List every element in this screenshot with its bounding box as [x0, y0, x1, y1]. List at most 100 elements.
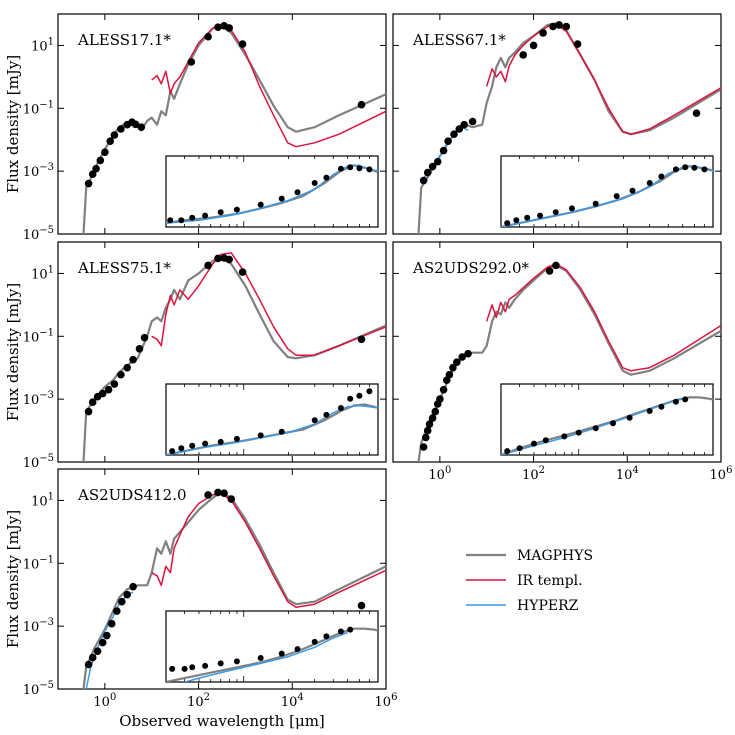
photometry-point — [545, 267, 554, 275]
photometry-point — [227, 495, 236, 503]
y-tick-label: 10−3 — [23, 390, 54, 408]
inset-photometry-point — [524, 214, 531, 221]
inset-photometry-point — [347, 395, 354, 402]
panel-frame — [57, 241, 387, 463]
inset-photometry-point — [294, 646, 301, 653]
photometry-point — [96, 156, 105, 165]
inset-photometry-point — [337, 165, 344, 172]
photometry-point — [455, 125, 464, 133]
y-tick-label: 10−3 — [23, 162, 54, 180]
panel-title: ALESS17.1* — [77, 31, 171, 49]
photometry-point — [468, 117, 477, 126]
photometry-point — [92, 164, 100, 173]
photometry-point — [204, 491, 212, 499]
inset-photometry-point — [337, 628, 344, 635]
photometry-point — [129, 582, 137, 591]
y-axis-label: Flux density [mJy] — [4, 510, 22, 648]
inset-photometry-point — [233, 658, 240, 665]
y-tick-label: 10−1 — [23, 554, 54, 572]
photometry-point — [214, 23, 222, 32]
inset-photometry-point — [552, 209, 559, 216]
photometry-point — [519, 51, 527, 59]
inset-photometry-point — [691, 164, 698, 171]
inset-hyperz-line — [166, 164, 378, 224]
inset-photometry-point — [672, 398, 679, 405]
photometry-point — [117, 370, 125, 379]
photometry-point — [423, 168, 432, 177]
inset-photometry-point — [531, 440, 537, 447]
panel-title: AS2UDS292.0* — [412, 259, 530, 277]
x-tick-label: 106 — [375, 692, 398, 710]
inset-photometry-point — [366, 166, 373, 173]
photometry-point — [220, 489, 228, 498]
y-tick-label: 10−5 — [23, 225, 54, 243]
photometry-point — [419, 176, 428, 185]
y-tick-label: 10−5 — [23, 680, 54, 698]
inset-photometry-point — [202, 662, 209, 669]
inset-photometry-point — [167, 217, 174, 224]
inset-photometry-point — [278, 195, 285, 202]
photometry-point — [214, 254, 222, 263]
photometry-point — [123, 590, 131, 599]
x-tick-label: 106 — [710, 465, 733, 483]
photometry-point — [450, 130, 458, 138]
photometry-point — [84, 660, 93, 669]
photometry-point — [135, 345, 144, 353]
inset-plot — [165, 610, 379, 683]
panel-aless17-1: 10−5 10−3 10−1 101 Flux density [mJy] ALESS17… — [4, 13, 387, 243]
inset-photometry-point — [294, 189, 301, 196]
photometry-point — [529, 41, 538, 50]
inset-photometry-point — [323, 411, 330, 418]
photometry-point — [88, 398, 97, 407]
inset-photometry-point — [189, 214, 196, 221]
y-tick-label: 10−3 — [23, 617, 54, 635]
photometry-point — [357, 601, 366, 610]
photometry-point — [88, 653, 97, 662]
inset-photometry-point — [278, 650, 285, 657]
photometry-point — [225, 255, 233, 264]
inset-photometry-point — [592, 200, 599, 207]
panel-title: AS2UDS412.0 — [77, 486, 187, 504]
inset-photometry-point — [311, 180, 318, 186]
inset-photometry-point — [217, 209, 224, 216]
legend-label-ir-templ: IR templ. — [517, 573, 583, 589]
inset-photometry-point — [658, 173, 665, 180]
inset-photometry-point — [311, 638, 318, 645]
panel-aless67-1: ALESS67.1* — [392, 13, 722, 235]
inset-photometry-point — [575, 429, 582, 436]
inset-photometry-point — [217, 660, 224, 667]
y-tick-label: 10−1 — [23, 99, 54, 117]
photometry-point — [552, 261, 560, 270]
y-tick-label: 10−1 — [23, 327, 54, 345]
photometry-point — [423, 426, 432, 435]
photometry-point — [101, 148, 109, 156]
photometry-point — [422, 433, 430, 442]
inset-photometry-point — [592, 425, 599, 432]
inset-photometry-point — [568, 205, 575, 212]
photometry-point — [555, 21, 563, 29]
legend-label-magphys: MAGPHYS — [517, 548, 593, 564]
inset-photometry-point — [169, 665, 176, 672]
inset-photometry-point — [672, 166, 679, 173]
x-tick-label: 102 — [522, 465, 545, 483]
photometry-point — [573, 40, 582, 48]
photometry-point — [118, 597, 126, 606]
inset-hyperz-line — [501, 397, 683, 455]
y-tick-label: 101 — [31, 491, 54, 509]
inset-photometry-point — [202, 440, 209, 447]
main-ir-templ-line — [485, 263, 721, 372]
inset-photometry-point — [337, 405, 344, 411]
panel-frame — [57, 468, 387, 690]
photometry-point — [453, 358, 461, 367]
photometry-point — [104, 385, 113, 394]
photometry-point — [214, 488, 222, 497]
panel-title: ALESS75.1* — [77, 259, 171, 277]
photometry-point — [131, 120, 140, 129]
inset-photometry-point — [356, 392, 363, 399]
inset-photometry-point — [278, 428, 285, 435]
photometry-point — [225, 24, 233, 32]
photometry-point — [93, 647, 102, 655]
photometry-point — [433, 157, 442, 166]
inset-frame — [165, 383, 379, 456]
photometry-point — [436, 395, 444, 403]
